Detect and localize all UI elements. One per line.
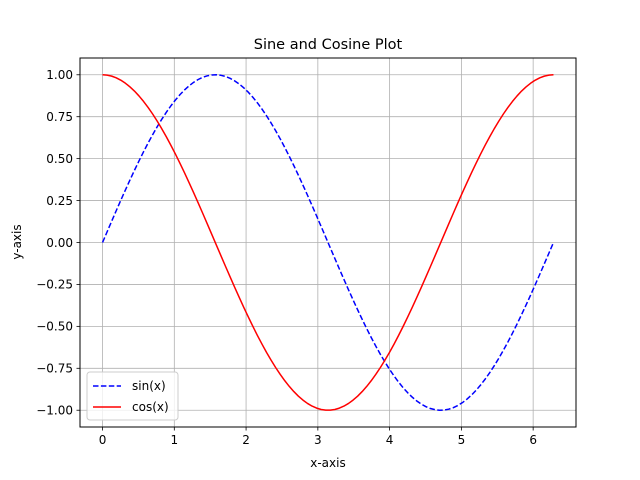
y-tick-label-0: −1.00	[36, 404, 73, 418]
x-tick-label-2: 2	[242, 433, 250, 447]
y-tick-label-8: 1.00	[46, 68, 73, 82]
x-tick-label-0: 0	[99, 433, 107, 447]
ticks: 0 1 2 3 4 5 6 −1.00 −0.75 −0.50 −0.25 0.00 0.25 0.50 0…	[36, 68, 537, 447]
x-tick-label-3: 3	[314, 433, 322, 447]
x-tick-label-4: 4	[386, 433, 394, 447]
chart-title: Sine and Cosine Plot	[254, 37, 403, 53]
legend-label-cos: cos(x)	[132, 400, 169, 414]
y-axis-label: y-axis	[10, 224, 24, 259]
y-tick-label-6: 0.50	[46, 152, 73, 166]
y-tick-label-4: 0.00	[46, 236, 73, 250]
x-tick-label-1: 1	[170, 433, 178, 447]
y-tick-label-5: 0.25	[46, 194, 73, 208]
y-tick-label-3: −0.25	[36, 278, 73, 292]
legend-label-sin: sin(x)	[132, 379, 166, 393]
legend-box	[86, 371, 179, 421]
y-tick-label-1: −0.75	[36, 362, 73, 376]
x-axis-label: x-axis	[310, 456, 345, 470]
x-tick-label-6: 6	[529, 433, 537, 447]
x-tick-label-5: 5	[458, 433, 466, 447]
series-line-sin	[101, 74, 555, 411]
series-layer	[101, 74, 555, 411]
legend: sin(x) cos(x)	[86, 371, 179, 421]
series-line-cos	[102, 74, 554, 411]
y-tick-label-7: 0.75	[46, 110, 73, 124]
y-tick-label-2: −0.50	[36, 320, 73, 334]
